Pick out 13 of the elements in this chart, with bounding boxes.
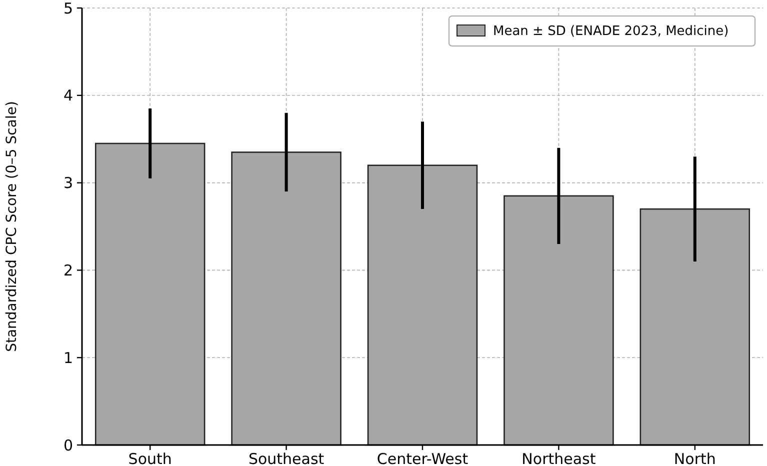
x-tick-label: Northeast [522, 450, 596, 466]
x-tick-label: North [674, 450, 716, 466]
legend-label: Mean ± SD (ENADE 2023, Medicine) [493, 24, 729, 39]
y-tick-label: 5 [63, 0, 73, 18]
y-tick-label: 1 [63, 348, 73, 367]
x-tick-label: Southeast [248, 450, 324, 466]
y-tick-label: 2 [63, 261, 73, 280]
x-tick-label: South [128, 450, 172, 466]
y-tick-label: 4 [63, 86, 73, 105]
x-tick-label: Center-West [376, 450, 468, 466]
y-tick-label: 0 [63, 436, 73, 454]
y-axis-title: Standardized CPC Score (0–5 Scale) [4, 101, 20, 352]
y-tick-label: 3 [63, 174, 73, 192]
